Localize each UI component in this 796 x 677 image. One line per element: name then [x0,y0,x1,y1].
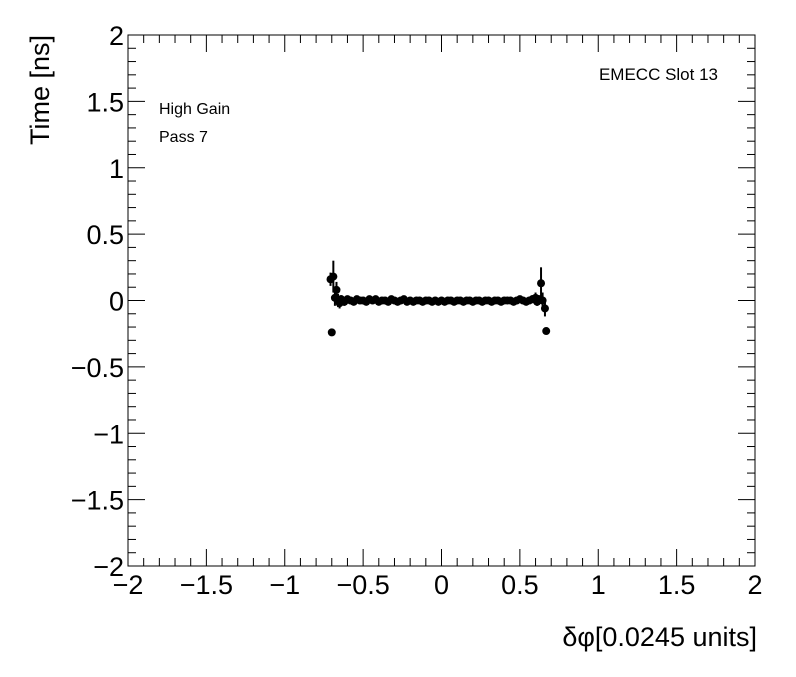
y-tick-label: 0 [109,287,124,317]
x-axis-label: δφ[0.0245 units] [562,622,757,652]
point-marker [537,279,546,288]
data-point [329,260,338,293]
y-axis-label: Time [ns] [25,35,55,145]
y-tick-label: −1 [93,419,124,449]
y-tick-label: 2 [109,21,124,51]
point-marker [327,328,336,337]
point-marker [540,304,549,313]
annotation-slot: EMECC Slot 13 [599,65,718,84]
x-tick-label: −2 [113,570,144,600]
data-point [327,328,336,337]
axis-ticks [127,34,756,567]
y-tick-label: −1.5 [71,486,124,516]
y-tick-label: 1 [109,154,124,184]
point-marker [329,272,338,281]
data-point [332,281,341,298]
tick-labels: −2 −1.5 −1 −0.5 0 0.5 1 1.5 2 −2 −1.5 −1 −0.5 0 0.5 1 1.… [71,21,763,600]
y-tick-label: 0.5 [86,220,124,250]
data-points [326,260,551,337]
x-tick-label: −1 [269,570,300,600]
annotation-pass: Pass 7 [159,129,208,146]
y-tick-label: 1.5 [86,87,124,117]
x-tick-label: −1.5 [180,570,233,600]
x-tick-label: 1 [591,570,606,600]
data-point [540,300,549,317]
data-point [542,327,551,336]
annotation-gain: High Gain [159,101,230,118]
data-point [537,267,546,300]
y-tick-label: −0.5 [71,353,124,383]
x-tick-label: 0 [434,570,449,600]
x-tick-label: 0.5 [501,570,539,600]
x-tick-label: 2 [747,570,762,600]
point-marker [332,285,341,294]
x-tick-label: 1.5 [658,570,696,600]
y-tick-label: −2 [93,552,124,582]
point-marker [542,327,551,336]
x-tick-label: −0.5 [336,570,389,600]
